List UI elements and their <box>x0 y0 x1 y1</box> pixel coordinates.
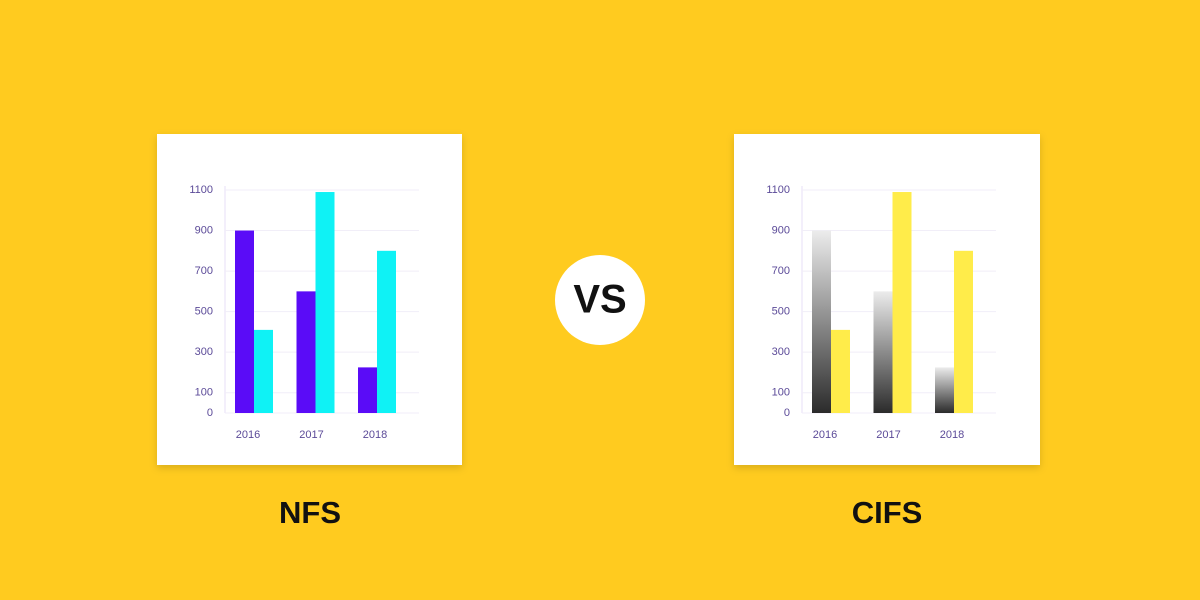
x-tick-label: 2017 <box>876 429 900 441</box>
chart-title: NFS <box>279 495 341 530</box>
y-tick-label: 1100 <box>766 184 790 196</box>
bar <box>377 250 396 413</box>
bar <box>235 230 254 413</box>
bar <box>315 192 335 413</box>
y-tick-label: 500 <box>195 306 213 318</box>
x-tick-label: 2018 <box>940 429 964 441</box>
bar <box>812 230 831 413</box>
x-tick-label: 2016 <box>236 429 260 441</box>
y-tick-label: 0 <box>784 407 790 419</box>
bar <box>873 291 893 413</box>
y-tick-label: 300 <box>772 346 790 358</box>
y-tick-label: 700 <box>195 265 213 277</box>
x-tick-label: 2018 <box>363 429 387 441</box>
bar <box>954 250 973 413</box>
y-tick-label: 100 <box>195 387 213 399</box>
y-tick-label: 1100 <box>189 184 213 196</box>
x-tick-label: 2017 <box>299 429 323 441</box>
bar <box>296 291 316 413</box>
y-tick-label: 100 <box>772 387 790 399</box>
y-tick-label: 900 <box>195 224 213 236</box>
y-tick-label: 900 <box>772 224 790 236</box>
bar <box>358 367 377 413</box>
vs-badge <box>555 255 645 345</box>
x-tick-label: 2016 <box>813 429 837 441</box>
bar <box>254 329 273 413</box>
y-tick-label: 300 <box>195 346 213 358</box>
y-tick-label: 700 <box>772 265 790 277</box>
bar <box>892 192 912 413</box>
y-tick-label: 0 <box>207 407 213 419</box>
y-tick-label: 500 <box>772 306 790 318</box>
bar <box>935 367 954 413</box>
vs-label: VS <box>573 278 626 322</box>
bar <box>831 329 850 413</box>
chart-title: CIFS <box>852 495 923 530</box>
